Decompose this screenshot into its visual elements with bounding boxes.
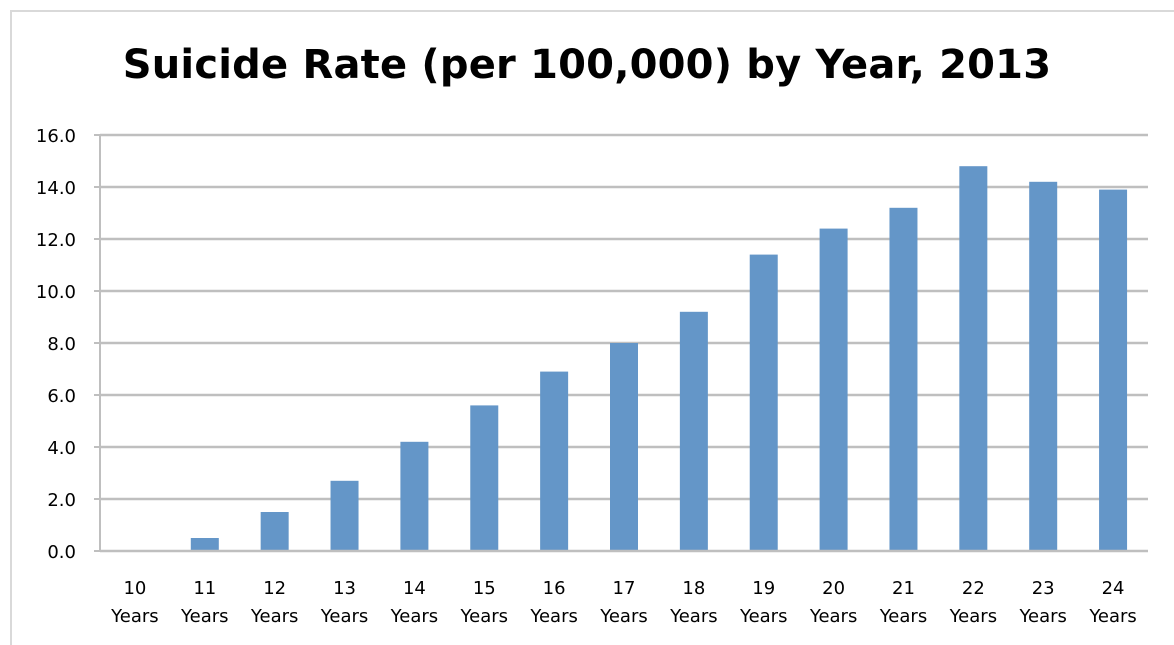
x-tick-label: 11 Years [180, 578, 229, 627]
bar [190, 538, 219, 551]
bar [679, 311, 708, 551]
y-tick-label: 0.0 [47, 542, 76, 563]
bar [889, 207, 918, 552]
bar [1029, 181, 1058, 552]
x-tick-label: 16 Years [529, 578, 578, 627]
x-tick-label: 12 Years [250, 578, 299, 627]
bar [959, 166, 988, 551]
x-tick-label: 15 Years [460, 578, 509, 627]
bar [400, 441, 429, 551]
x-tick-label: 10 Years [110, 578, 159, 627]
x-tick-label: 13 Years [320, 578, 369, 627]
x-tick-label: 22 Years [949, 578, 998, 627]
bar [260, 512, 289, 551]
bar [819, 228, 848, 551]
x-tick-label: 18 Years [669, 578, 718, 627]
y-axis-ticks: 0.0 2.0 4.0 6.0 8.0 10.0 12.0 14.0 16.0 [36, 126, 76, 563]
x-tick-label: 19 Years [739, 578, 788, 627]
x-tick-label: 14 Years [390, 578, 439, 627]
y-tick-label: 6.0 [47, 386, 76, 407]
x-tick-label: 23 Years [1018, 578, 1067, 627]
y-tick-label: 14.0 [36, 178, 76, 199]
bar [330, 480, 359, 551]
bar [540, 371, 569, 551]
y-tick-label: 12.0 [36, 230, 76, 251]
bar [749, 254, 778, 551]
y-tick-label: 8.0 [47, 334, 76, 355]
bar [610, 343, 638, 551]
y-tick-label: 4.0 [47, 438, 76, 459]
bar [1099, 189, 1128, 551]
x-tick-label: 21 Years [879, 578, 928, 627]
y-tick-label: 10.0 [36, 282, 76, 303]
x-tick-label: 20 Years [809, 578, 858, 627]
x-tick-label: 17 Years [599, 578, 648, 627]
bars [190, 166, 1128, 552]
x-axis-ticks: 10 Years 11 Years 12 Years 13 Years 14 Years 15 Yea… [110, 578, 1137, 627]
bar [470, 405, 499, 551]
y-tick-label: 16.0 [36, 126, 76, 147]
x-tick-label: 24 Years [1088, 578, 1137, 627]
chart-title: Suicide Rate (per 100,000) by Year, 2013 [122, 42, 1052, 88]
y-tick-label: 2.0 [47, 490, 76, 511]
